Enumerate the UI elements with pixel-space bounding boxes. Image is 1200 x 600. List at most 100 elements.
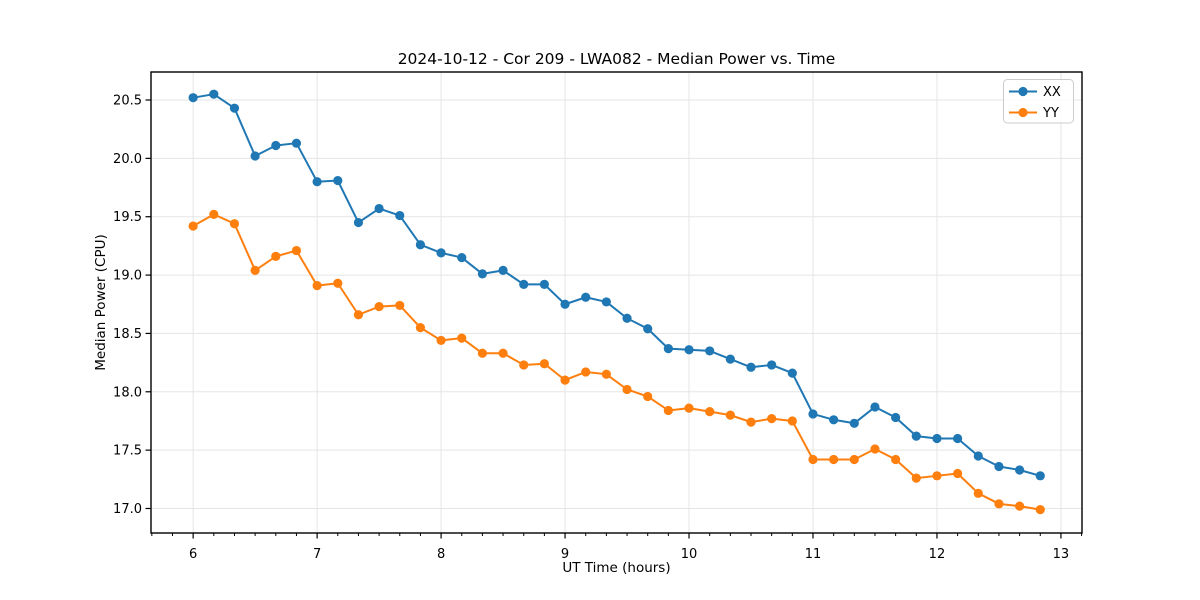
data-point — [229, 103, 240, 113]
series-xx — [188, 89, 1045, 481]
data-point — [891, 412, 901, 423]
legend-marker-yy — [1018, 107, 1028, 118]
legend-label-yy: YY — [1042, 106, 1059, 121]
data-point — [911, 431, 921, 441]
x-tick-label: 6 — [189, 547, 197, 562]
data-point — [353, 310, 364, 320]
data-point — [209, 89, 219, 99]
data-point — [415, 322, 426, 333]
data-point — [395, 210, 405, 221]
data-point — [684, 345, 694, 355]
data-point — [188, 221, 198, 231]
data-point — [725, 354, 735, 364]
legend: XX YY — [1003, 79, 1074, 124]
data-point — [395, 300, 405, 311]
data-point — [891, 454, 901, 465]
legend-box — [1003, 79, 1074, 124]
data-point — [808, 454, 818, 465]
y-axis-label: Median Power (CPU) — [93, 234, 109, 370]
data-point — [932, 433, 942, 444]
data-point — [291, 245, 302, 256]
data-point — [250, 151, 260, 161]
data-point — [787, 368, 797, 378]
data-point — [581, 292, 591, 302]
data-point — [229, 219, 240, 229]
data-point — [539, 279, 549, 290]
legend-label-xx: XX — [1043, 85, 1061, 100]
x-axis-label: UT Time (hours) — [562, 560, 670, 576]
data-point — [1015, 465, 1025, 475]
data-point — [663, 405, 673, 416]
x-tick-label: 11 — [805, 547, 822, 562]
x-tick-label: 8 — [437, 547, 445, 562]
data-point — [271, 140, 281, 151]
data-point — [457, 252, 467, 263]
series-line — [192, 213, 1041, 511]
data-point — [994, 461, 1004, 472]
data-point — [767, 414, 777, 424]
data-point — [994, 499, 1004, 509]
data-point — [312, 177, 322, 187]
axis-ticks: 6 7 8 9 10 11 12 13 17.0 17.5 18.0 18.5 19.0 19.5 20.0… — [113, 94, 1083, 562]
data-point — [767, 360, 777, 370]
data-point — [973, 451, 983, 461]
data-point — [581, 367, 591, 377]
data-point — [498, 348, 508, 358]
x-tick-label: 12 — [929, 547, 946, 562]
data-point — [1035, 471, 1045, 481]
data-point — [705, 346, 715, 356]
x-tick-label: 13 — [1053, 547, 1070, 562]
data-point — [415, 240, 426, 250]
data-point — [1015, 501, 1025, 511]
plot-area-border — [150, 71, 1083, 534]
data-point — [374, 203, 384, 214]
data-point — [829, 415, 839, 425]
data-point — [849, 454, 859, 465]
data-point — [209, 209, 219, 219]
legend-marker-xx — [1018, 86, 1028, 97]
y-tick-label: 18.5 — [113, 327, 142, 342]
data-point — [725, 410, 735, 420]
y-tick-label: 18.0 — [113, 385, 142, 400]
data-point — [643, 391, 653, 402]
chart-title: 2024-10-12 - Cor 209 - LWA082 - Median P… — [398, 50, 836, 68]
data-point — [829, 454, 839, 465]
data-point — [353, 217, 364, 228]
x-tick-label: 9 — [561, 547, 569, 562]
data-point — [539, 359, 549, 369]
data-point — [953, 468, 963, 479]
y-tick-label: 19.0 — [113, 269, 142, 284]
data-point — [870, 444, 880, 454]
data-point — [787, 416, 797, 426]
data-point — [932, 471, 942, 481]
data-point — [188, 93, 198, 103]
data-point — [477, 269, 488, 279]
data-point — [374, 301, 384, 312]
data-point — [953, 433, 963, 444]
data-point — [291, 138, 302, 148]
data-point — [519, 360, 529, 370]
x-tick-label: 7 — [313, 547, 321, 562]
data-point — [870, 402, 880, 412]
legend-entry-xx: XX — [1009, 85, 1061, 100]
y-tick-label: 20.0 — [113, 152, 142, 167]
data-point — [250, 265, 260, 276]
legend-entry-yy: YY — [1009, 106, 1059, 121]
data-point — [973, 488, 983, 498]
data-point — [601, 297, 611, 307]
data-point — [333, 278, 343, 288]
data-point — [808, 409, 818, 419]
series-yy — [188, 209, 1045, 515]
y-tick-label: 17.5 — [113, 444, 142, 459]
data-point — [1035, 505, 1045, 515]
data-point — [705, 407, 715, 417]
y-tick-label: 17.0 — [113, 502, 142, 517]
data-point — [601, 369, 611, 379]
data-point — [643, 324, 653, 334]
data-point — [684, 403, 694, 413]
data-point — [333, 175, 343, 186]
data-point — [560, 375, 570, 385]
y-tick-label: 20.5 — [113, 94, 142, 109]
